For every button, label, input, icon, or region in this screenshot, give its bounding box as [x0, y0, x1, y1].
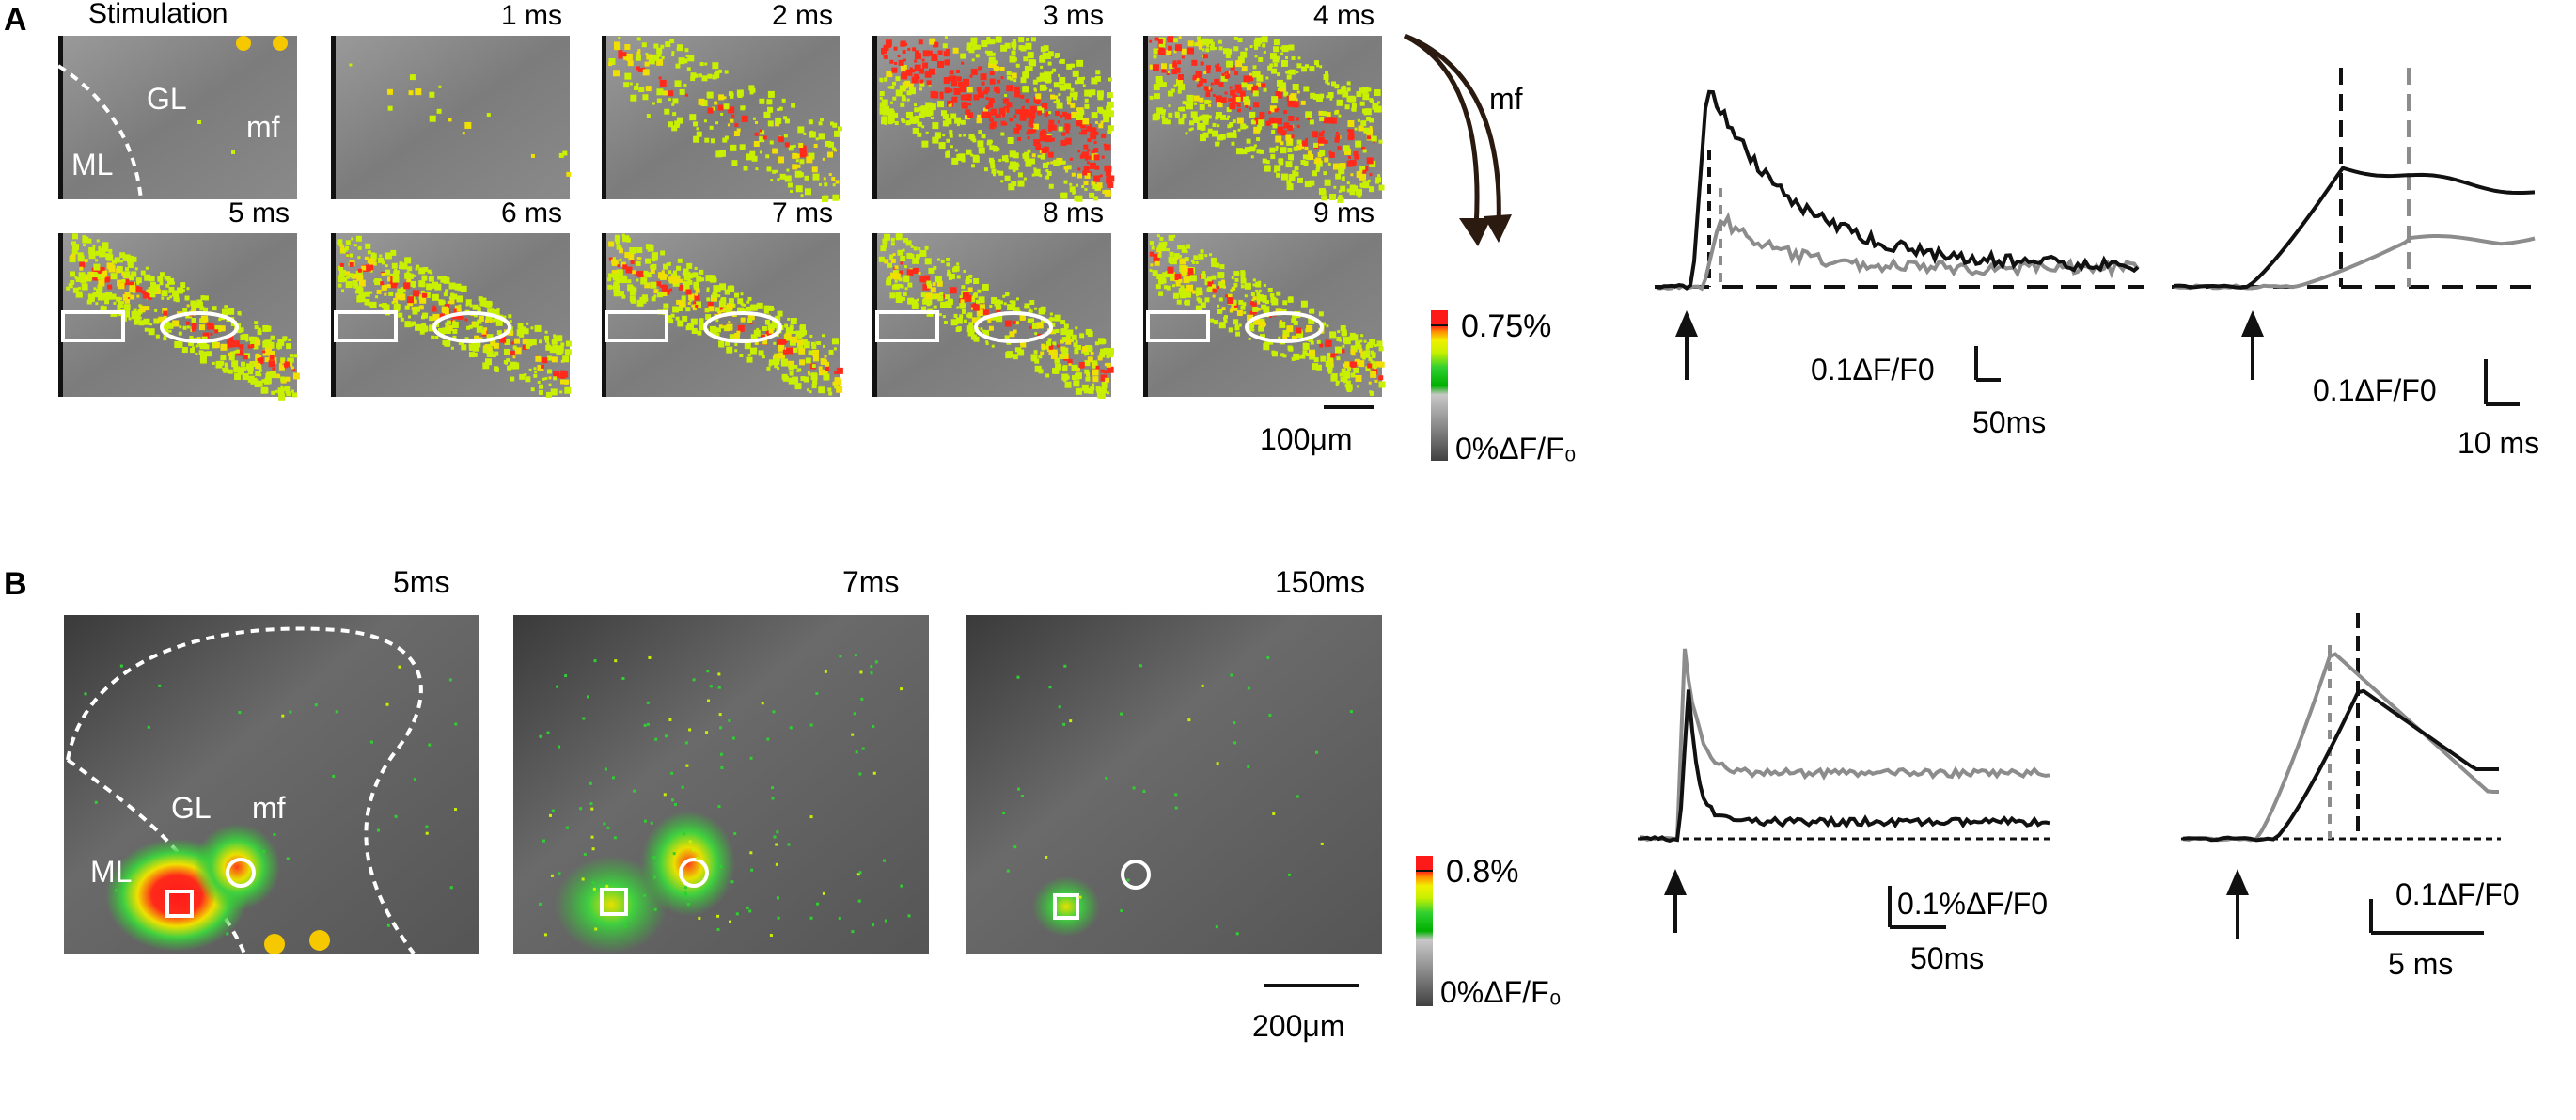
colorbar-max-label: 0.75% — [1461, 308, 1551, 344]
gl-label: GL — [171, 791, 212, 825]
stimulus-arrow — [1675, 310, 1698, 337]
roi-rectangle — [1146, 310, 1210, 342]
panel-a-frames: 1 ms 2 ms 3 ms 4 ms 5 ms 6 ms 7 ms 8 ms 9 ms — [58, 0, 1386, 401]
roi-rectangle — [605, 310, 668, 342]
svg-text:200μm: 200μm — [1252, 1009, 1344, 1043]
layer-boundary-line — [56, 64, 143, 200]
trace-gray — [1656, 212, 2140, 292]
colorbar-min-label: 0%ΔF/F₀ — [1440, 975, 1562, 1009]
panel-a-trace-zoom: 0.1ΔF/F0 10 ms — [2172, 68, 2539, 460]
scale-x-label: 10 ms — [2458, 426, 2539, 460]
stimulation-electrode-marker — [236, 36, 251, 51]
frame-time-label: 8 ms — [1043, 197, 1104, 229]
panel-a-colorbar: 0.75% 0%ΔF/F₀ — [1431, 308, 1577, 465]
roi-square — [600, 888, 628, 916]
colorbar-max-label: 0.8% — [1446, 854, 1519, 890]
roi-ellipse — [160, 311, 239, 343]
stimulus-arrow — [2226, 869, 2249, 895]
gl-label: GL — [147, 82, 187, 116]
frame-time-label: 2 ms — [772, 0, 833, 31]
trace-black — [1656, 89, 2140, 291]
panel-a-frame: 3 ms — [872, 0, 1115, 202]
frame-time-label: 5ms — [393, 565, 449, 599]
trace-gray — [1639, 648, 2050, 843]
scale-y-label: 0.1%ΔF/F0 — [1897, 887, 2048, 921]
frame-time-label: 4 ms — [1313, 0, 1374, 31]
roi-square — [165, 890, 194, 918]
stimulation-electrode-marker — [309, 930, 330, 951]
frame-time-label: 9 ms — [1313, 197, 1374, 229]
trace-black — [1639, 689, 2050, 843]
svg-text:100μm: 100μm — [1260, 422, 1352, 456]
frame-time-label: 5 ms — [228, 197, 290, 229]
mf-label: mf — [246, 110, 280, 144]
panel-a-frame: 7 ms — [602, 197, 843, 397]
arrow-mf-label: mf — [1489, 82, 1523, 116]
colorbar-min-label: 0%ΔF/F₀ — [1455, 432, 1577, 465]
roi-ellipse — [703, 311, 782, 343]
frame-time-label: 7 ms — [772, 197, 833, 229]
ml-label: ML — [90, 855, 132, 889]
panel-a-label: A — [4, 2, 27, 38]
panel-b-colorbar: 0.8% 0%ΔF/F₀ — [1416, 854, 1562, 1009]
roi-rectangle — [61, 310, 125, 342]
scale-y-label: 0.1ΔF/F0 — [1811, 353, 1935, 386]
panel-a-frame: 4 ms — [1143, 0, 1385, 203]
trace-gray — [2173, 234, 2536, 291]
stimulation-electrode-marker — [264, 934, 285, 954]
panel-b-speckle — [84, 654, 1353, 937]
stimulation-electrode-marker — [273, 36, 288, 51]
layer-boundary-line — [66, 626, 423, 955]
roi-ellipse — [1245, 311, 1324, 343]
panel-a-stimulation-frame: Stimulation GL mf ML — [56, 0, 297, 200]
mf-label: mf — [252, 791, 286, 825]
frame-time-label: 7ms — [842, 565, 899, 599]
panel-a-trace-full: 0.1ΔF/F0 50ms — [1655, 89, 2144, 439]
ml-label: ML — [71, 148, 113, 181]
scale-x-label: 5 ms — [2388, 947, 2453, 981]
roi-rectangle — [875, 310, 939, 342]
stimulus-arrow — [1664, 869, 1687, 895]
frame-time-label: 150ms — [1275, 565, 1365, 599]
panel-b-frame-1: GL mf ML 5ms — [64, 565, 479, 955]
panel-a-frame: 6 ms — [331, 197, 572, 398]
panel-a-frame: 5 ms — [58, 197, 300, 401]
scale-x-label: 50ms — [1910, 941, 1984, 975]
scale-x-label: 50ms — [1972, 405, 2046, 439]
scale-y-label: 0.1ΔF/F0 — [2313, 373, 2437, 407]
panel-a-frame: 8 ms — [872, 197, 1115, 399]
panel-b-trace-zoom: 0.1ΔF/F0 5 ms — [2181, 613, 2520, 981]
roi-square — [1053, 893, 1079, 920]
roi-circle — [226, 858, 256, 888]
roi-circle — [679, 858, 709, 888]
frame-time-label: 6 ms — [501, 197, 562, 229]
stimulation-label: Stimulation — [88, 0, 228, 29]
roi-circle — [1121, 860, 1151, 890]
panel-a-frame: 1 ms — [331, 0, 572, 199]
frame-time-label: 1 ms — [501, 0, 562, 31]
trace-gray — [2182, 652, 2499, 843]
stimulus-arrow — [2241, 310, 2264, 337]
panel-b-trace-full: 0.1%ΔF/F0 50ms — [1638, 648, 2053, 975]
panel-b-label: B — [4, 566, 27, 602]
frame-time-label: 3 ms — [1043, 0, 1104, 31]
panel-a-frame: 9 ms — [1143, 197, 1386, 397]
trace-black — [2173, 166, 2536, 290]
panel-b-frame-2: 7ms — [513, 565, 929, 954]
roi-ellipse — [974, 311, 1053, 343]
mf-propagation-arrow: mf — [1403, 33, 1523, 246]
roi-rectangle — [334, 310, 398, 342]
scale-y-label: 0.1ΔF/F0 — [2395, 877, 2520, 911]
panel-b-scale-bar: 200μm — [1252, 984, 1359, 1043]
trace-black — [2182, 688, 2499, 843]
panel-a-frame: 2 ms — [602, 0, 842, 202]
panel-a-scale-bar: 100μm — [1260, 405, 1374, 456]
panel-b-frame-3: 150ms — [966, 565, 1382, 954]
roi-ellipse — [432, 311, 511, 343]
